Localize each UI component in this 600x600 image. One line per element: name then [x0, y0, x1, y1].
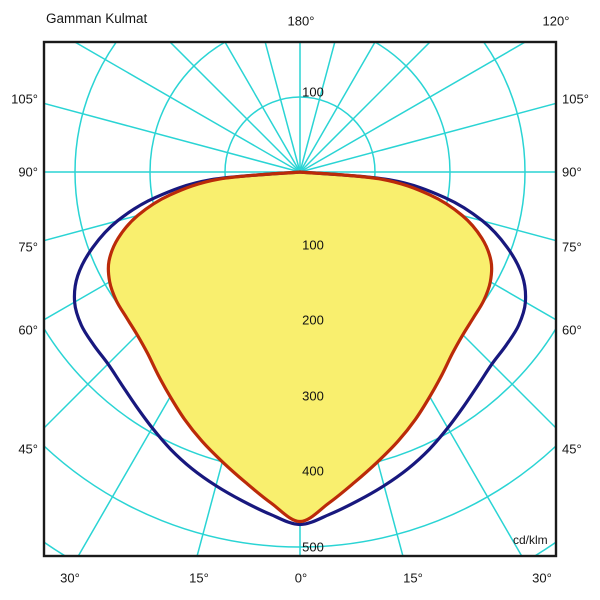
- radial-label-300: 300: [302, 388, 324, 404]
- angular-label-right-105: 105°: [562, 91, 589, 107]
- angular-label-right-60: 60°: [562, 322, 582, 338]
- angular-label-left-60: 60°: [18, 322, 38, 338]
- angular-label-bottom-15-left: 15°: [189, 570, 209, 586]
- angular-label-bottom-30-left: 30°: [60, 570, 80, 586]
- angular-label-left-45: 45°: [18, 441, 38, 457]
- curve-c0-c180: [72, 170, 528, 527]
- angular-label-top-120: 120°: [542, 13, 570, 29]
- angular-label-right-75: 75°: [562, 239, 582, 255]
- angular-label-bottom-15-right: 15°: [403, 570, 423, 586]
- grid-spoke-240: [73, 42, 301, 173]
- grid-spoke-135: [299, 42, 432, 173]
- grid-spoke-225: [168, 42, 301, 173]
- radial-label-100: 100: [302, 237, 324, 253]
- angular-label-bottom-0: 0°: [294, 570, 308, 586]
- curve-c90-c270: [106, 170, 494, 524]
- page-title: Gamman Kulmat: [46, 11, 148, 26]
- angular-label-left-105: 105°: [11, 91, 38, 107]
- angular-label-right-90: 90°: [562, 164, 582, 180]
- grid-spoke-120: [299, 42, 527, 173]
- unit-label: cd/klm: [513, 533, 548, 547]
- angular-label-bottom-30-right: 30°: [532, 570, 552, 586]
- grid-spoke-105: [299, 102, 556, 173]
- angular-label-left-90: 90°: [18, 164, 38, 180]
- radial-label-500: 500: [302, 539, 324, 555]
- radial-label-400: 400: [302, 463, 324, 479]
- radial-label-100-top: 100: [302, 84, 324, 100]
- plot-frame: [42, 40, 558, 558]
- luminous-intensity-fill: [108, 172, 492, 522]
- radial-label-200: 200: [302, 312, 324, 328]
- angular-label-left-75: 75°: [18, 239, 38, 255]
- angular-label-right-45: 45°: [562, 441, 582, 457]
- grid-spoke-255: [44, 102, 301, 173]
- angular-label-top-180: 180°: [287, 13, 315, 29]
